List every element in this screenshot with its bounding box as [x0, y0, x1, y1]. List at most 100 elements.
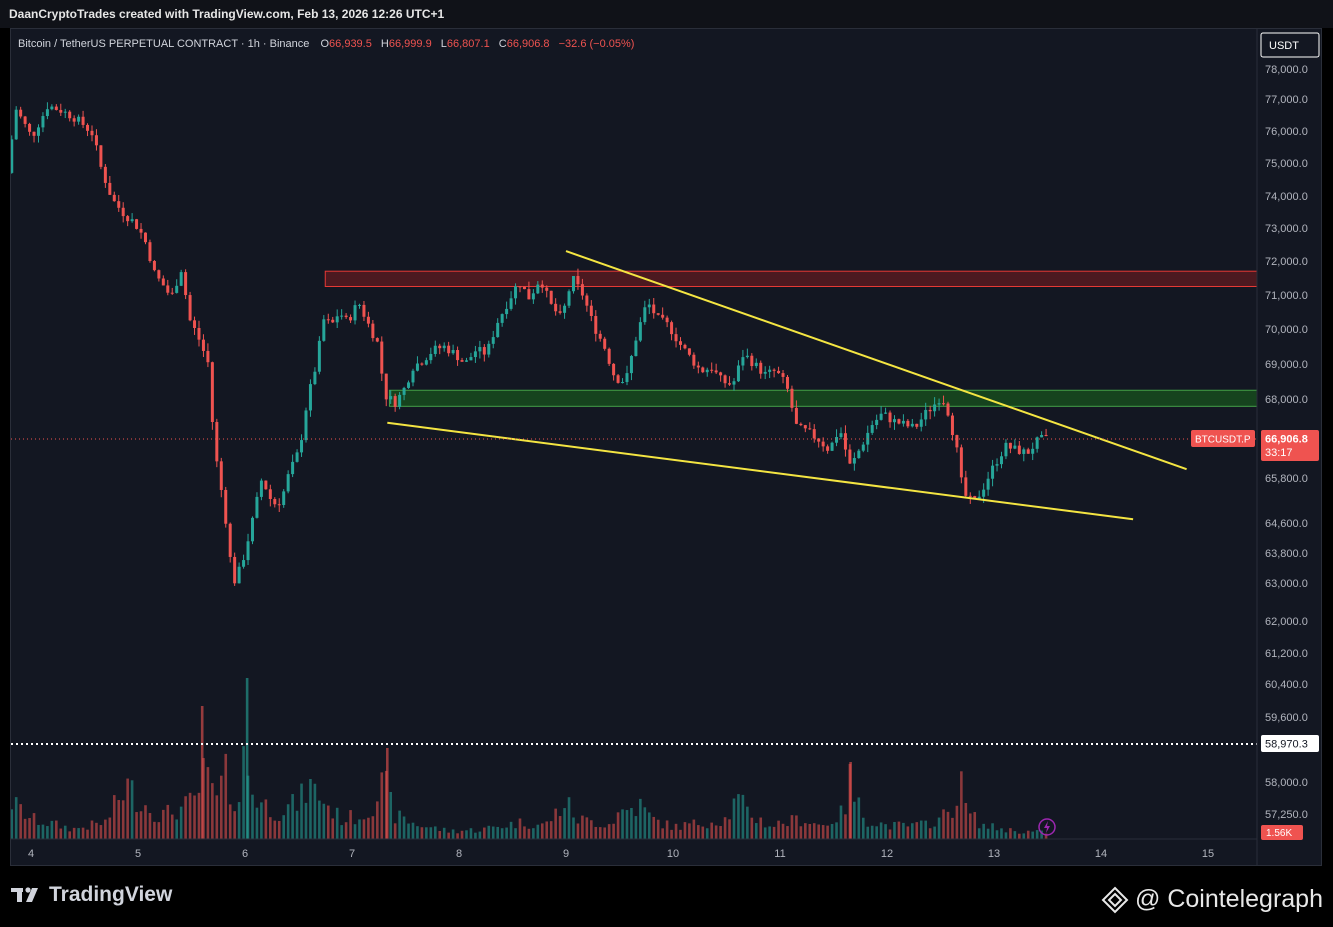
- candle-body: [59, 109, 63, 113]
- volume-bar: [269, 817, 272, 839]
- symbol-badge: BTCUSDT.P: [1191, 430, 1255, 447]
- candle-body: [188, 295, 192, 321]
- candle-body: [999, 456, 1003, 465]
- currency-selector[interactable]: [1260, 32, 1320, 58]
- candle-body: [777, 370, 781, 374]
- trendline-lower[interactable]: [387, 421, 1134, 521]
- candle-body: [250, 517, 254, 542]
- volume-bar: [514, 828, 517, 839]
- support-zone[interactable]: [388, 389, 1258, 407]
- time-axis[interactable]: 4 5 6 7 8 9 10 11 12 13 14 15: [11, 838, 1257, 860]
- candle-body: [28, 123, 32, 132]
- candle-body: [536, 284, 540, 294]
- volume-bar: [233, 811, 236, 839]
- candle-body: [81, 116, 85, 125]
- candle-body: [143, 232, 147, 243]
- lightning-icon[interactable]: [1038, 818, 1056, 836]
- candle-body: [161, 278, 165, 286]
- candle-body: [460, 360, 464, 362]
- candle-body: [892, 419, 896, 423]
- volume-bar: [331, 818, 335, 839]
- volume-bar: [393, 823, 397, 839]
- trendline-upper[interactable]: [565, 250, 1187, 471]
- candle-body: [152, 261, 156, 271]
- volume-bar: [625, 810, 629, 839]
- candle-body: [94, 135, 98, 146]
- candle-body: [1044, 434, 1048, 436]
- candle-body: [1022, 449, 1026, 454]
- volume-bar: [902, 822, 905, 839]
- volume-bar: [224, 753, 228, 839]
- candle-body: [54, 106, 58, 110]
- candle-body: [210, 362, 214, 423]
- candle-body: [41, 116, 45, 128]
- candle-body: [959, 447, 963, 478]
- legend-low-label: L: [441, 38, 447, 50]
- legend-open-value: 66,939.5: [329, 38, 372, 50]
- tradingview-brand: TradingView: [11, 883, 172, 907]
- price-tick-label: 61,200.0: [1265, 648, 1308, 660]
- last-price-label: 66,906.8: [1265, 434, 1308, 446]
- volume-bar: [184, 796, 187, 839]
- candle-body: [1017, 445, 1021, 454]
- candle-body: [36, 127, 40, 136]
- volume-bar: [795, 815, 798, 839]
- volume-bar: [639, 798, 642, 839]
- candle-body: [598, 333, 602, 339]
- volume-bar: [937, 817, 941, 839]
- candle-body: [852, 458, 856, 464]
- volume-bar: [616, 812, 620, 839]
- volume-bar: [576, 823, 580, 839]
- candle-body: [135, 219, 139, 229]
- volume-bar: [68, 831, 71, 839]
- price-chart[interactable]: Bitcoin / TetherUS PERPETUAL CONTRACT · …: [11, 29, 1323, 867]
- volume-bar: [915, 822, 919, 839]
- candle-body: [335, 316, 339, 323]
- volume-bar: [197, 792, 201, 839]
- candle-body: [126, 216, 130, 222]
- candle-body: [112, 194, 116, 202]
- price-tick-label: 60,400.0: [1265, 679, 1308, 691]
- volume-bar: [750, 817, 754, 839]
- candle-body: [674, 334, 678, 342]
- zones-layer: [324, 270, 1258, 407]
- candle-body: [928, 409, 932, 412]
- price-tick-label: 59,600.0: [1265, 712, 1308, 724]
- volume-bar: [112, 795, 116, 839]
- volume-bar: [251, 794, 254, 839]
- candle-body: [206, 350, 210, 363]
- price-axis[interactable]: USDT 78,000.0 77,000.0 76,000.0 75,000.0 74,…: [1256, 29, 1320, 867]
- chart-panel[interactable]: Bitcoin / TetherUS PERPETUAL CONTRACT · …: [10, 28, 1323, 867]
- candle-body: [612, 363, 616, 376]
- candle-body: [884, 412, 888, 414]
- volume-bar: [554, 808, 557, 839]
- volume-bar: [919, 820, 923, 839]
- volume-bar: [928, 828, 932, 839]
- candle-body: [473, 351, 477, 358]
- price-tick-label: 62,000.0: [1265, 616, 1308, 628]
- volume-bar: [835, 822, 838, 839]
- resistance-zone[interactable]: [324, 270, 1258, 287]
- candle-body: [589, 305, 593, 317]
- candle-body: [964, 477, 968, 496]
- volume-bar: [144, 805, 147, 839]
- price-tick-label: 57,250.0: [1265, 809, 1308, 821]
- volume-bar: [634, 816, 638, 839]
- candle-body: [273, 498, 277, 505]
- candle-body: [19, 109, 23, 117]
- volume-bar: [946, 811, 950, 839]
- volume-bar: [245, 678, 249, 839]
- candle-body: [322, 319, 326, 341]
- volume-bar: [255, 807, 259, 839]
- volume-bar: [960, 771, 963, 839]
- volume-bar: [309, 778, 312, 839]
- volume-bar: [594, 826, 598, 839]
- volume-bar: [563, 808, 566, 839]
- volume-bar: [781, 823, 785, 839]
- volume-bar: [844, 814, 847, 839]
- candle-body: [785, 376, 789, 389]
- candle-body: [357, 304, 361, 306]
- candle-body: [362, 304, 366, 317]
- candle-body: [184, 272, 188, 296]
- volume-bar: [701, 826, 705, 839]
